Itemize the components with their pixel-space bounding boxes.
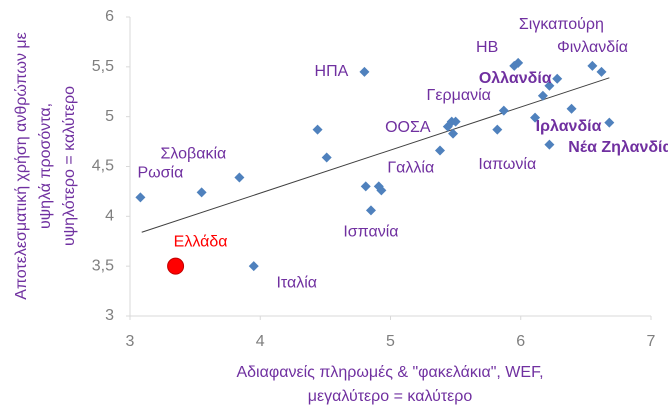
point-label: Ολλανδία — [479, 70, 552, 87]
point — [596, 66, 607, 77]
point-label: ΗΠΑ — [315, 63, 349, 80]
point-label: Γερμανία — [427, 87, 491, 104]
y-axis-title: υψηλότερο = καλύτερο — [61, 86, 78, 246]
point — [135, 192, 146, 203]
y-tick-label: 4,5 — [92, 158, 114, 175]
highlight-label: Ελλάδα — [174, 233, 228, 250]
point-label: Σιγκαπούρη — [519, 16, 604, 33]
highlight-point — [167, 257, 185, 275]
point — [234, 172, 245, 183]
point — [248, 261, 259, 272]
x-axis-title: μεγαλύτερο = καλύτερο — [308, 388, 473, 405]
point-label: Ιταλία — [276, 274, 317, 291]
y-tick-label: 3 — [105, 307, 114, 324]
point-label: Ισπανία — [343, 224, 398, 241]
x-tick-label: 3 — [126, 333, 135, 350]
y-tick-label: 5,5 — [92, 58, 114, 75]
point — [566, 103, 577, 114]
point — [450, 116, 461, 127]
point — [604, 117, 615, 128]
point — [530, 112, 541, 123]
point — [448, 128, 459, 139]
y-axis-title: υψηλά προσόντα, — [37, 103, 54, 229]
point-label: ΟΟΣΑ — [385, 119, 431, 136]
point — [196, 187, 207, 198]
point — [360, 181, 371, 192]
point — [492, 124, 503, 135]
point — [365, 205, 376, 216]
point — [376, 185, 387, 196]
point — [321, 152, 332, 163]
point — [498, 105, 509, 116]
point — [544, 139, 555, 150]
point — [312, 124, 323, 135]
y-tick-label: 5 — [105, 108, 114, 125]
point — [552, 73, 563, 84]
y-tick-label: 6 — [105, 8, 114, 25]
point-label: Γαλλία — [387, 160, 434, 177]
point-label: Ιαπωνία — [478, 156, 536, 173]
trendline — [141, 77, 610, 233]
point-label: Νέα Ζηλανδία — [568, 139, 668, 156]
point-label: Ιρλανδία — [536, 118, 602, 135]
x-tick-label: 7 — [647, 333, 656, 350]
point — [587, 60, 598, 71]
point — [513, 57, 524, 68]
point — [509, 60, 520, 71]
point — [359, 66, 370, 77]
point-label: Σλοβακία — [161, 146, 227, 163]
x-tick-label: 5 — [386, 333, 395, 350]
x-tick-label: 4 — [256, 333, 265, 350]
y-tick-label: 4 — [105, 208, 114, 225]
point — [434, 145, 445, 156]
x-axis-title: Αδιαφανείς πληρωμές & "φακελάκια", WEF, — [236, 364, 543, 381]
x-tick-label: 6 — [516, 333, 525, 350]
y-axis-title: Αποτελεσματική χρήση ανθρώπων με — [13, 32, 30, 300]
point-label: Ρωσία — [137, 165, 183, 182]
y-tick-label: 3,5 — [92, 257, 114, 274]
point-label: Φινλανδία — [557, 39, 628, 56]
point — [537, 90, 548, 101]
point — [544, 80, 555, 91]
point-label: ΗΒ — [476, 39, 498, 56]
